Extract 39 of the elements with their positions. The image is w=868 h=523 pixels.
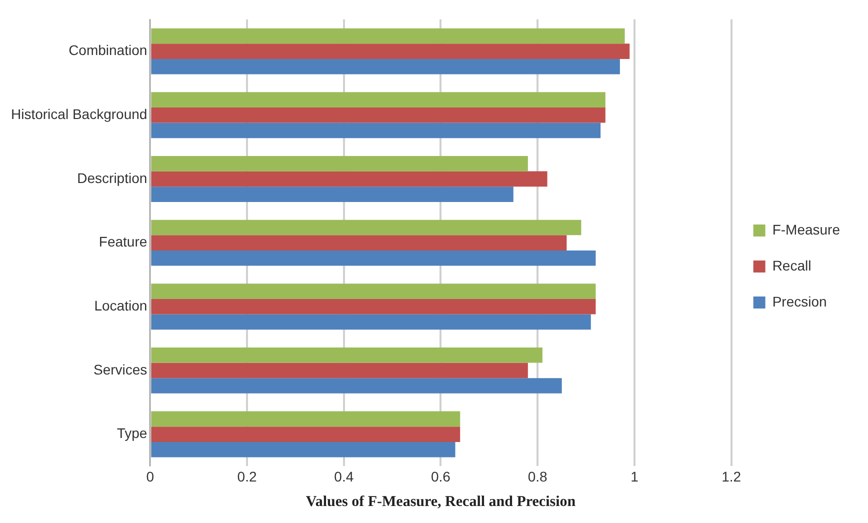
bar <box>151 44 630 59</box>
bar <box>151 411 460 427</box>
bar <box>151 107 606 123</box>
bar <box>151 122 601 138</box>
y-tick-label: Location <box>94 297 148 314</box>
bar <box>151 314 591 330</box>
bar <box>151 426 460 442</box>
bar <box>151 186 514 202</box>
legend-label: F-Measure <box>772 221 840 238</box>
bar <box>151 250 596 266</box>
y-tick-label: Combination <box>68 42 148 58</box>
bar <box>151 156 528 172</box>
bar <box>151 347 542 363</box>
bar <box>151 298 596 314</box>
x-tick-label: 1.2 <box>722 468 742 484</box>
x-tick-label: 0.8 <box>528 468 548 484</box>
x-tick-label: 1 <box>630 468 639 484</box>
bar <box>151 58 620 74</box>
legend-label: Precsion <box>772 293 827 310</box>
x-tick-label: 0.6 <box>431 468 451 484</box>
y-tick-label: Feature <box>98 234 148 250</box>
bar <box>151 378 562 394</box>
bar <box>151 442 456 458</box>
x-tick-label: 0 <box>146 468 154 484</box>
bar <box>151 171 548 187</box>
y-tick-label: Services <box>93 361 148 378</box>
x-tick-label: 0.2 <box>237 468 257 484</box>
x-axis-title: Values of F-Measure, Recall and Precision <box>306 494 576 510</box>
bar <box>151 284 596 299</box>
legend-label: Recall <box>772 257 812 274</box>
y-tick-label: Type <box>116 425 148 442</box>
bar <box>151 92 606 108</box>
bar <box>151 235 567 250</box>
bar <box>151 28 625 44</box>
x-tick-label: 0.4 <box>334 468 354 484</box>
bar <box>151 362 528 378</box>
bar <box>151 220 582 236</box>
y-tick-label: Historical Background <box>11 106 148 122</box>
y-tick-label: Description <box>77 170 148 186</box>
